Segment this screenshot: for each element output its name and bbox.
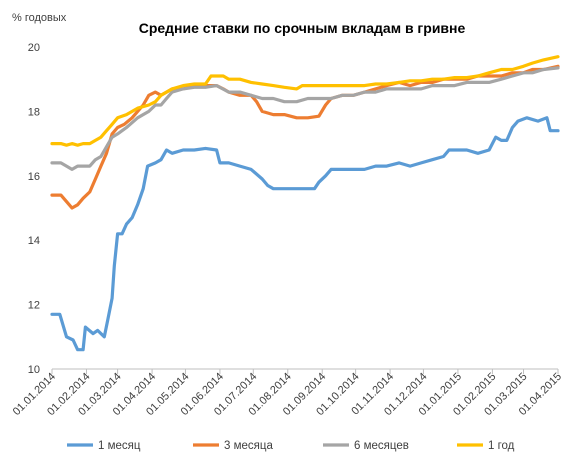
series-line bbox=[50, 55, 560, 147]
y-axis-ticks: 10 12 14 16 18 20 bbox=[28, 42, 40, 376]
chart-title: Средние ставки по срочным вкладам в грив… bbox=[139, 20, 466, 36]
legend-label: 1 год bbox=[488, 440, 515, 452]
legend: 1 месяц 3 месяца 6 месяцев 1 год bbox=[67, 440, 515, 452]
y-tick-label: 14 bbox=[28, 235, 40, 247]
series-lines bbox=[50, 55, 560, 352]
series-line bbox=[50, 66, 560, 171]
y-axis-label: % годовых bbox=[12, 12, 67, 24]
legend-label: 6 месяцев bbox=[354, 440, 409, 452]
y-tick-label: 10 bbox=[28, 364, 40, 376]
series-line bbox=[50, 64, 560, 210]
y-tick-label: 12 bbox=[28, 300, 40, 312]
series-line bbox=[50, 116, 560, 352]
x-axis: 01.01.201401.02.201401.03.201401.04.2014… bbox=[11, 368, 564, 418]
legend-label: 3 месяца bbox=[224, 440, 273, 452]
y-tick-label: 18 bbox=[28, 106, 40, 118]
legend-label: 1 месяц bbox=[98, 440, 141, 452]
y-tick-label: 16 bbox=[28, 171, 40, 183]
y-tick-label: 20 bbox=[28, 42, 40, 54]
